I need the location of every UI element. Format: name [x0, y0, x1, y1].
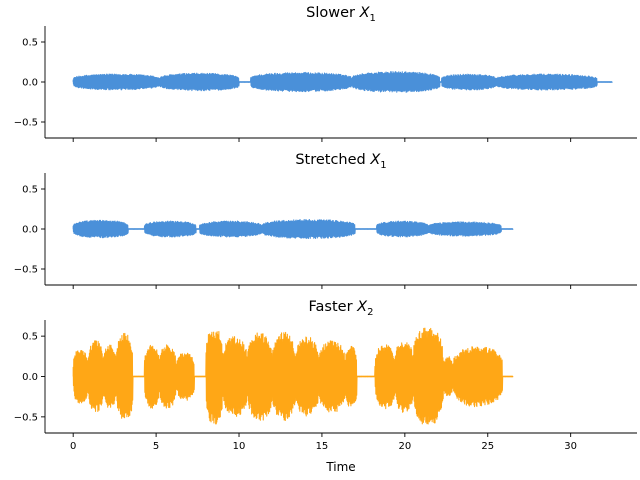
y-tick-label: 0.0	[22, 225, 38, 236]
x-tick-label: 25	[481, 441, 494, 452]
y-tick-label: 0.0	[22, 372, 38, 383]
panel-2: Stretched X1 −0.5 0.0 0.5	[14, 152, 637, 289]
waveform-series	[72, 327, 514, 425]
y-tick-label: 0.0	[22, 78, 38, 89]
panel-1: Slower X1 −0.5 0.0 0.5	[14, 5, 637, 142]
y-tick-label: 0.5	[22, 332, 38, 343]
x-tick-label: 0	[70, 441, 76, 452]
x-tick-label: 15	[316, 441, 329, 452]
panel-title: Stretched X1	[295, 152, 386, 171]
y-tick-label: 0.5	[22, 38, 38, 49]
x-tick-label: 5	[153, 441, 159, 452]
y-tick-label: −0.5	[14, 265, 38, 276]
panel-title: Faster X2	[309, 299, 374, 318]
y-tick-label: −0.5	[14, 118, 38, 129]
panel-3: Faster X2 −0.5 0.0 0.5 0 5 10 15 20 25 30 Time	[14, 299, 637, 474]
x-tick-label: 20	[398, 441, 411, 452]
y-tick-label: −0.5	[14, 412, 38, 423]
x-tick-label: 30	[564, 441, 577, 452]
waveform-series	[72, 218, 514, 240]
panel-title: Slower X1	[306, 5, 376, 24]
waveform-series	[72, 71, 613, 93]
x-tick-label: 10	[233, 441, 246, 452]
y-tick-label: 0.5	[22, 185, 38, 196]
x-axis-label: Time	[325, 460, 355, 474]
